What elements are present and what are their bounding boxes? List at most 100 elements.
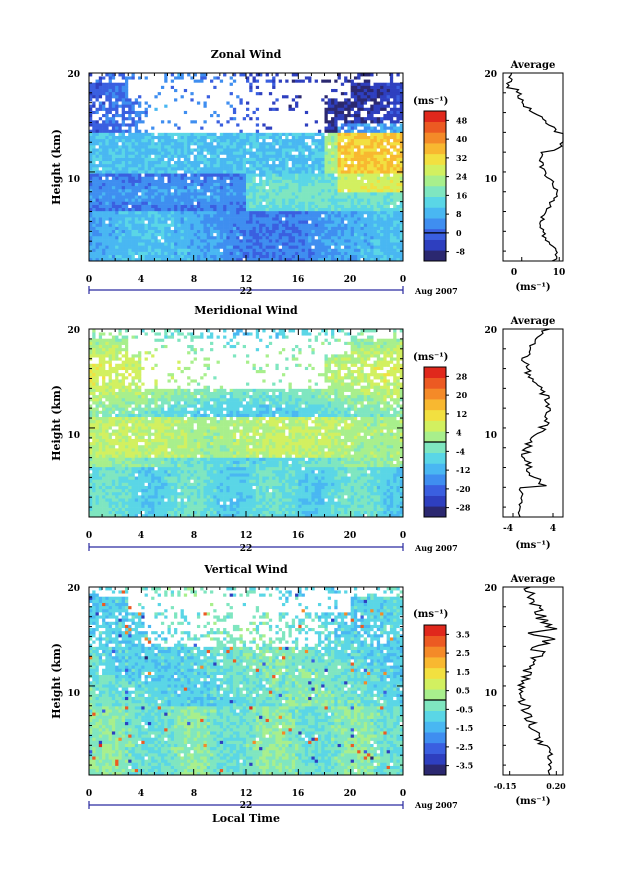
heatmap-cell: [164, 116, 168, 121]
heatmap-cell: [255, 195, 260, 199]
heatmap-cell: [344, 179, 348, 183]
heatmap-cell: [203, 188, 208, 193]
heatmap-cell: [147, 138, 152, 143]
heatmap-cell: [157, 110, 162, 115]
heatmap-cell: [118, 145, 123, 149]
heatmap-cell: [216, 182, 221, 187]
heatmap-cell: [327, 132, 332, 136]
heatmap-cell: [353, 91, 358, 96]
heatmap-cell: [124, 132, 129, 136]
heatmap-cell: [255, 201, 260, 205]
heatmap-cell: [317, 223, 322, 227]
heatmap-cell: [259, 163, 263, 168]
heatmap-cell: [321, 73, 325, 77]
heatmap-cell: [226, 94, 230, 99]
heatmap-cell: [223, 82, 227, 86]
heatmap-cell: [350, 94, 355, 99]
heatmap-cell: [111, 94, 116, 99]
heatmap-cell: [350, 185, 355, 190]
heatmap-cell: [200, 151, 204, 155]
heatmap-cell: [196, 76, 201, 80]
heatmap-cell: [118, 120, 123, 124]
heatmap-cell: [246, 110, 250, 115]
heatmap-cell: [92, 151, 96, 155]
heatmap-cell: [311, 138, 315, 143]
heatmap-cell: [236, 88, 240, 93]
heatmap-cell: [174, 223, 178, 227]
heatmap-cell: [92, 232, 96, 237]
heatmap-cell: [154, 148, 158, 152]
heatmap-cell: [200, 229, 204, 234]
heatmap-cell: [200, 188, 204, 193]
heatmap-cell: [196, 188, 201, 193]
heatmap-cell: [134, 157, 139, 162]
heatmap-cell: [281, 170, 286, 174]
heatmap-cell: [295, 154, 299, 158]
heatmap-cell: [242, 129, 247, 133]
heatmap-cell: [311, 157, 315, 162]
heatmap-cell: [246, 129, 250, 133]
heatmap-cell: [350, 110, 355, 115]
heatmap-cell: [128, 79, 132, 83]
heatmap-cell: [232, 101, 237, 105]
heatmap-cell: [314, 192, 319, 196]
heatmap-cell: [265, 163, 270, 168]
heatmap-cell: [190, 245, 194, 249]
heatmap-cell: [177, 104, 181, 108]
heatmap-cell: [321, 223, 325, 227]
heatmap-cell: [268, 245, 273, 249]
heatmap-cell: [259, 235, 263, 240]
heatmap-cell: [324, 151, 329, 155]
heatmap-cell: [154, 82, 158, 86]
heatmap-cell: [95, 135, 100, 140]
heatmap-cell: [344, 248, 348, 252]
heatmap-cell: [180, 214, 185, 218]
heatmap-cell: [229, 132, 234, 136]
heatmap-cell: [265, 204, 270, 209]
heatmap-cell: [223, 229, 227, 234]
heatmap-cell: [331, 113, 335, 118]
heatmap-cell: [295, 201, 299, 205]
heatmap-cell: [213, 167, 217, 171]
heatmap-cell: [321, 176, 325, 180]
heatmap-cell: [281, 229, 286, 234]
heatmap-cell: [344, 170, 348, 174]
heatmap-cell: [216, 148, 221, 152]
heatmap-cell: [262, 141, 266, 146]
heatmap-cell: [265, 157, 270, 162]
heatmap-cell: [311, 154, 315, 158]
heatmap-cell: [170, 235, 175, 240]
heatmap-cell: [92, 251, 96, 256]
heatmap-cell: [128, 217, 132, 221]
heatmap-cell: [232, 151, 237, 155]
heatmap-cell: [196, 232, 201, 237]
heatmap-cell: [105, 188, 109, 193]
heatmap-cell: [95, 151, 100, 155]
heatmap-cell: [138, 135, 142, 140]
heatmap-cell: [298, 170, 302, 174]
heatmap-cell: [210, 73, 214, 77]
heatmap-cell: [232, 104, 237, 108]
heatmap-cell: [115, 182, 119, 187]
heatmap-cell: [239, 210, 244, 215]
heatmap-cell: [331, 232, 335, 237]
heatmap-cell: [246, 198, 250, 202]
heatmap-cell: [337, 232, 342, 237]
heatmap-cell: [187, 73, 191, 77]
heatmap-cell: [138, 145, 142, 149]
heatmap-cell: [331, 251, 335, 256]
heatmap-cell: [206, 185, 211, 190]
heatmap-cell: [239, 163, 244, 168]
heatmap-cell: [95, 167, 100, 171]
heatmap-cell: [167, 170, 172, 174]
heatmap-cell: [340, 248, 345, 252]
heatmap-cell: [337, 207, 342, 212]
heatmap-cell: [311, 167, 315, 171]
heatmap-cell: [92, 141, 96, 146]
heatmap-cell: [353, 113, 358, 118]
heatmap-cell: [160, 232, 165, 237]
heatmap-cell: [160, 132, 165, 136]
heatmap-cell: [174, 107, 178, 111]
heatmap-cell: [154, 91, 158, 96]
heatmap-cell: [337, 151, 342, 155]
